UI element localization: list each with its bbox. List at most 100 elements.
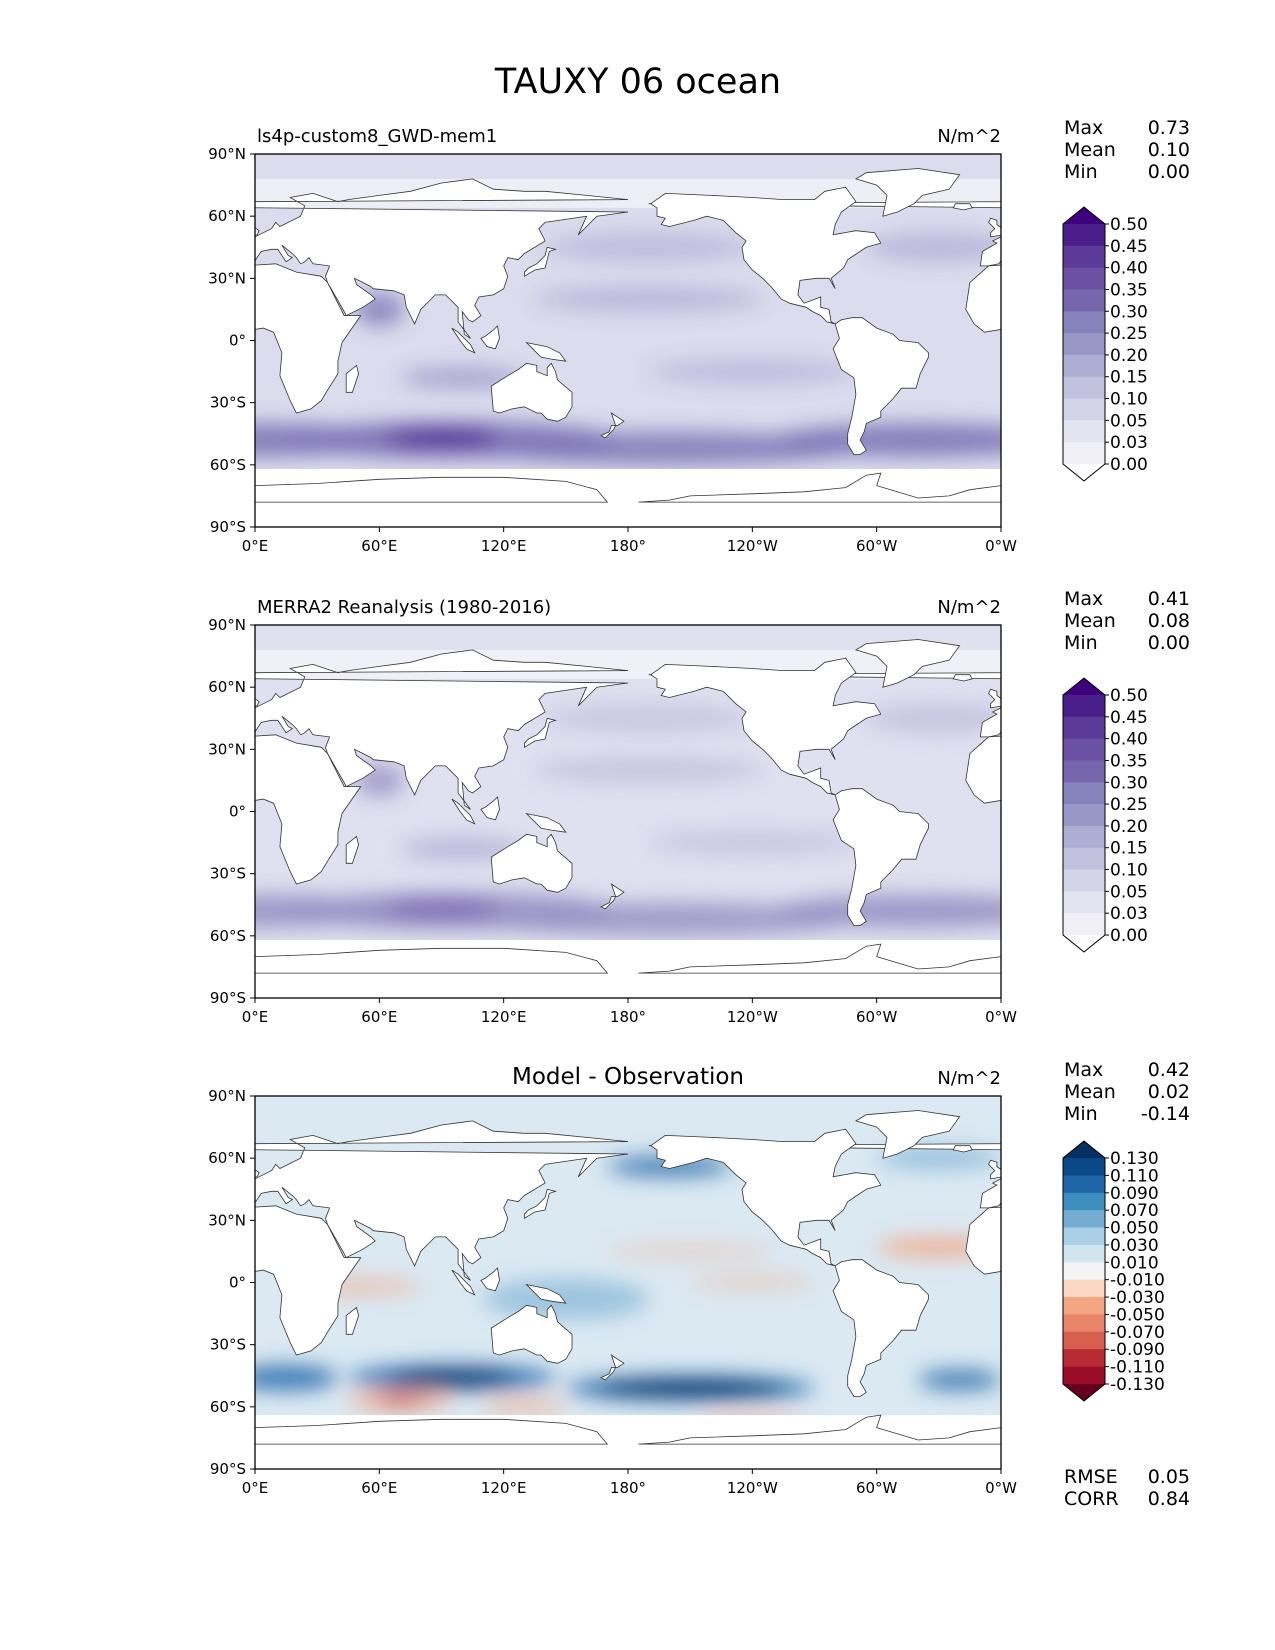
contour-band xyxy=(383,427,500,449)
contour-band xyxy=(534,286,763,312)
colorbar-label: 0.05 xyxy=(1110,411,1148,431)
panel-title: MERRA2 Reanalysis (1980-2016) xyxy=(257,597,551,618)
colorbar-segment xyxy=(1063,1175,1105,1194)
colorbar-label: 0.35 xyxy=(1110,751,1148,771)
colorbar-segment xyxy=(1063,1331,1105,1350)
landmasses xyxy=(255,168,1001,527)
colorbar-label: 0.090 xyxy=(1110,1184,1159,1204)
y-tick-label: 90°N xyxy=(208,145,246,163)
land-sumatra xyxy=(451,798,476,825)
land-iceland xyxy=(952,674,973,682)
contour-band xyxy=(375,1394,425,1407)
contour-band xyxy=(648,359,856,385)
y-tick-label: 60°S xyxy=(210,927,246,945)
y-tick-label: 30°N xyxy=(208,269,246,287)
y-tick-label: 60°S xyxy=(210,1398,246,1416)
colorbar-label: 0.40 xyxy=(1110,259,1148,279)
colorbar-segment xyxy=(1063,376,1105,400)
colorbar-label: 0.030 xyxy=(1110,1236,1159,1256)
colorbar-segment xyxy=(1063,869,1105,892)
colorbar-segment xyxy=(1063,333,1105,356)
land-iceland xyxy=(952,1145,973,1153)
land-australia xyxy=(490,362,573,422)
x-tick-label: 180° xyxy=(610,1008,646,1026)
contour-band xyxy=(545,232,753,262)
colorbar-segment xyxy=(1063,1314,1105,1333)
colorbar: 0.000.030.050.100.150.200.250.300.350.40… xyxy=(1062,206,1148,482)
land-borneo xyxy=(480,1267,500,1292)
colorbar-extend-min xyxy=(1063,1384,1105,1401)
contour-band xyxy=(648,830,856,856)
y-tick-label: 90°S xyxy=(210,1460,246,1478)
contour-band xyxy=(607,1245,774,1258)
colorbar-label: -0.090 xyxy=(1110,1340,1165,1360)
colorbar-label: 0.45 xyxy=(1110,708,1148,728)
stat-value: 0.10 xyxy=(1148,139,1190,161)
x-tick-label: 120°E xyxy=(481,537,527,555)
land-borneo xyxy=(480,796,500,821)
contour-band xyxy=(866,703,1001,733)
landmasses xyxy=(255,639,1001,998)
stat-label: Mean xyxy=(1064,610,1116,632)
colorbar: 0.000.030.050.100.150.200.250.300.350.40… xyxy=(1062,677,1148,953)
land-madagascar xyxy=(345,1306,360,1335)
footer-stat-label: CORR xyxy=(1064,1488,1119,1510)
land-africa-wrap xyxy=(965,264,1001,333)
land-japan xyxy=(524,246,557,278)
colorbar-segment xyxy=(1063,1158,1105,1176)
colorbar: -0.130-0.110-0.090-0.070-0.050-0.030-0.0… xyxy=(1062,1140,1165,1402)
y-tick-label: 60°N xyxy=(208,1149,246,1167)
map-field xyxy=(255,154,1001,527)
colorbar-label: 0.00 xyxy=(1110,926,1148,946)
colorbar-label: 0.070 xyxy=(1110,1201,1159,1221)
x-tick-label: 60°W xyxy=(856,1479,898,1497)
panel-title: ls4p-custom8_GWD-mem1 xyxy=(257,126,497,147)
contour-band xyxy=(596,1379,784,1397)
x-tick-label: 0°E xyxy=(242,1479,269,1497)
panel-units: N/m^2 xyxy=(937,597,1001,618)
colorbar-label: 0.10 xyxy=(1110,390,1148,410)
stat-value: 0.41 xyxy=(1148,588,1190,610)
stat-label: Mean xyxy=(1064,1081,1116,1103)
stat-label: Max xyxy=(1064,117,1103,139)
colorbar-segment xyxy=(1063,913,1105,936)
x-tick-label: 180° xyxy=(610,1479,646,1497)
landmasses xyxy=(255,1110,1001,1469)
colorbar-segment xyxy=(1063,782,1105,805)
contour-band xyxy=(482,431,856,465)
land-eurasia xyxy=(255,1120,629,1281)
colorbar-label: 0.45 xyxy=(1110,237,1148,257)
stat-value: 0.73 xyxy=(1148,117,1190,139)
colorbar-label: 0.15 xyxy=(1110,839,1148,859)
colorbar-label: -0.110 xyxy=(1110,1358,1165,1378)
contour-band xyxy=(773,423,1001,457)
y-tick-label: 30°S xyxy=(210,394,246,412)
land-antarctica xyxy=(255,476,609,527)
contour-band xyxy=(876,1147,1001,1169)
land-africa-wrap xyxy=(965,1206,1001,1275)
stat-value: -0.14 xyxy=(1141,1103,1190,1125)
land-north_america xyxy=(650,186,882,325)
stat-label: Min xyxy=(1064,632,1098,654)
colorbar-label: 0.10 xyxy=(1110,861,1148,881)
contour-band xyxy=(534,757,763,783)
colorbar-segment xyxy=(1063,311,1105,334)
colorbar-label: 0.00 xyxy=(1110,455,1148,475)
colorbar-label: 0.03 xyxy=(1110,433,1148,453)
land-uk xyxy=(255,1169,260,1178)
panel-units: N/m^2 xyxy=(937,126,1001,147)
colorbar-label: 0.35 xyxy=(1110,280,1148,300)
colorbar-label: -0.030 xyxy=(1110,1288,1165,1308)
y-tick-label: 90°S xyxy=(210,518,246,536)
contour-band xyxy=(400,367,525,389)
y-tick-label: 90°N xyxy=(208,616,246,634)
y-tick-label: 60°N xyxy=(208,678,246,696)
land-north_america xyxy=(650,657,882,796)
colorbar-segment xyxy=(1063,760,1105,783)
y-tick-label: 90°N xyxy=(208,1087,246,1105)
land-uk-wrap xyxy=(988,1159,1001,1180)
x-tick-label: 60°E xyxy=(361,1479,397,1497)
stat-label: Max xyxy=(1064,588,1103,610)
y-tick-label: 60°N xyxy=(208,207,246,225)
colorbar-extend-min xyxy=(1063,464,1105,481)
